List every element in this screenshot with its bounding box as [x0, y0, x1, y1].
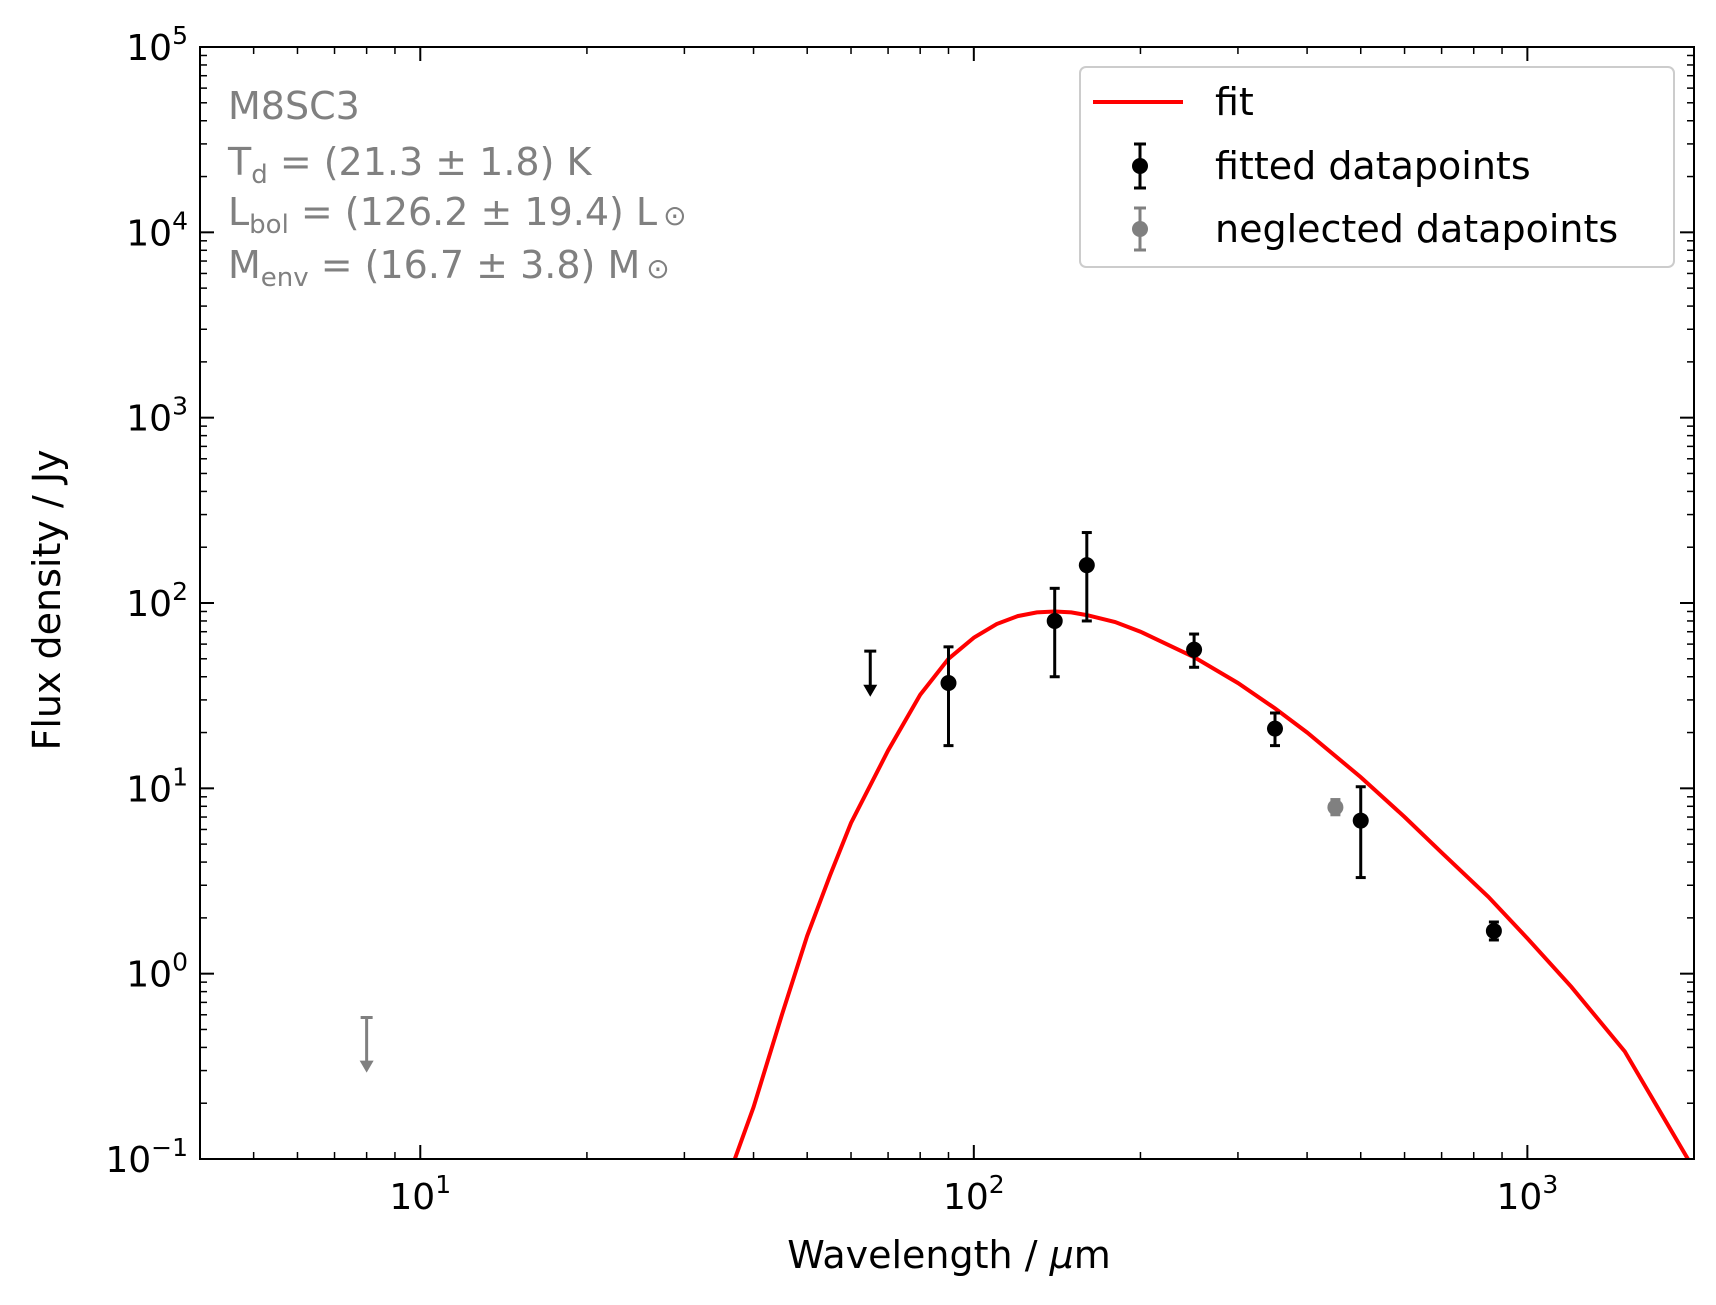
- data-marker: [940, 675, 957, 692]
- limit-arrow: [359, 1060, 374, 1073]
- neglected-upper-limit: [359, 1016, 374, 1073]
- y-tick-label: 10−1: [105, 1133, 188, 1181]
- fitted-point: [940, 645, 957, 748]
- y-tick-label: 104: [126, 206, 188, 254]
- y-tick-label: 101: [126, 762, 188, 810]
- neglected-point: [1327, 798, 1344, 817]
- fitted-point: [1266, 711, 1283, 748]
- fit-curve: [732, 609, 1690, 1159]
- data-marker: [1352, 812, 1369, 829]
- x-axis-label: Wavelength / μm: [787, 1233, 1111, 1277]
- y-axis-label: Flux density / Jy: [25, 449, 69, 750]
- x-tick-label: 101: [389, 1170, 451, 1218]
- x-tick-label: 103: [1497, 1170, 1559, 1218]
- legend-fitted-swatch: [1132, 142, 1148, 190]
- data-marker: [1186, 641, 1203, 658]
- ticks-layer: 101 102 103 10−1 100 101 102 103 104 105: [105, 21, 1694, 1218]
- object-name: M8SC3: [228, 84, 360, 128]
- legend-neglected-label: neglected datapoints: [1215, 207, 1618, 251]
- legend: fit fitted datapoints neglected datapoin…: [1079, 66, 1675, 268]
- dust-temperature: Td = (21.3 ± 1.8) K: [227, 140, 593, 190]
- fitted-point: [1046, 586, 1063, 679]
- fitted-upper-limit: [863, 649, 878, 697]
- data-marker: [1078, 557, 1095, 574]
- data-marker: [1046, 612, 1063, 629]
- y-tick-label: 100: [126, 948, 188, 996]
- fitted-point: [1186, 632, 1203, 669]
- data-layer: [732, 531, 1690, 1159]
- legend-box: [1079, 66, 1675, 268]
- fitted-point: [1352, 785, 1369, 880]
- fitted-point: [1485, 920, 1502, 942]
- limit-arrow: [863, 684, 878, 697]
- legend-neglected-swatch: [1132, 206, 1148, 252]
- upper-limits-layer: [359, 649, 878, 1073]
- annotation-block: M8SC3 Td = (21.3 ± 1.8) K Lbol = (126.2 …: [227, 84, 687, 293]
- legend-fitted-label: fitted datapoints: [1215, 144, 1531, 188]
- data-marker: [1485, 922, 1502, 939]
- data-marker: [1327, 799, 1344, 816]
- x-tick-label: 102: [943, 1170, 1005, 1218]
- legend-fit-label: fit: [1215, 80, 1254, 124]
- data-marker: [1266, 720, 1283, 737]
- bolometric-luminosity: Lbol = (126.2 ± 19.4) L ⊙: [228, 190, 687, 240]
- y-tick-label: 103: [126, 392, 188, 440]
- fitted-point: [1078, 531, 1095, 623]
- envelope-mass: Menv = (16.7 ± 3.8) M ⊙: [228, 243, 670, 293]
- y-tick-label: 105: [126, 21, 188, 69]
- y-tick-label: 102: [126, 577, 188, 625]
